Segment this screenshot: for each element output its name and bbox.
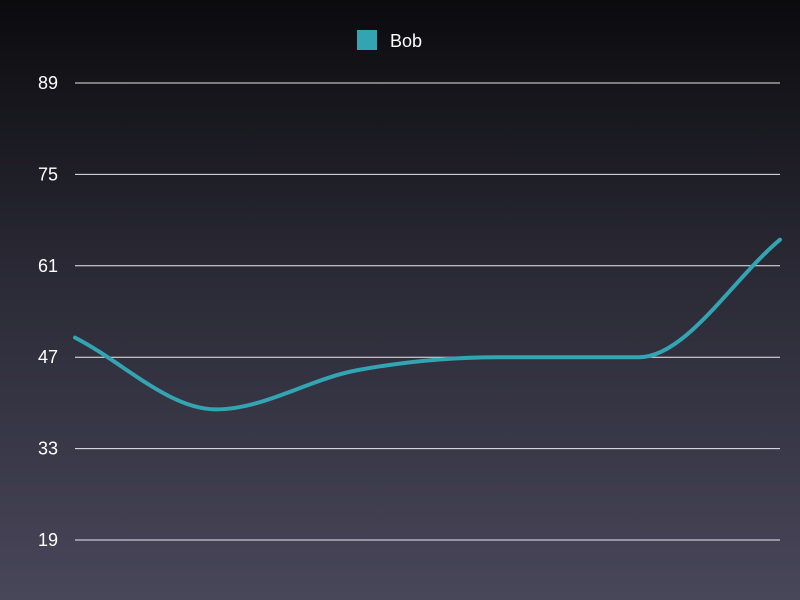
y-axis-ticks: 19 33 47 61 75 89: [38, 73, 58, 550]
y-tick-label: 61: [38, 256, 58, 276]
y-gridlines: [75, 82, 780, 541]
y-tick-label: 33: [38, 439, 58, 459]
legend-label: Bob: [390, 31, 422, 51]
y-tick-label: 89: [38, 73, 58, 93]
legend: Bob: [357, 30, 422, 51]
legend-swatch: [357, 30, 377, 50]
y-tick-label: 47: [38, 347, 58, 367]
y-tick-label: 19: [38, 530, 58, 550]
series-layer: [73, 237, 782, 412]
series-line-bob: [73, 237, 782, 412]
y-tick-label: 75: [38, 164, 58, 184]
